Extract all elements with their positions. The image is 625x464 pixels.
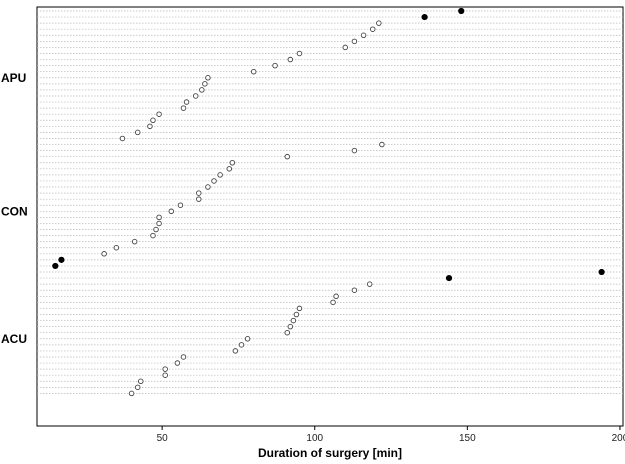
data-point — [177, 202, 184, 208]
outlier-point — [52, 262, 59, 270]
data-point — [250, 68, 257, 75]
group-label-apu: APU — [1, 71, 26, 85]
data-point — [217, 172, 223, 178]
data-point — [205, 184, 211, 190]
data-point — [287, 56, 294, 63]
data-point — [369, 26, 376, 32]
data-point — [229, 159, 236, 166]
data-point — [232, 348, 239, 354]
data-point — [342, 44, 349, 51]
data-point — [183, 99, 190, 105]
data-point — [284, 153, 291, 160]
data-point — [296, 305, 303, 312]
data-point — [192, 93, 199, 99]
data-point — [174, 360, 181, 366]
data-point — [226, 166, 233, 172]
data-point — [180, 105, 187, 111]
data-point — [202, 81, 208, 87]
data-point — [199, 87, 205, 93]
data-point — [366, 281, 373, 287]
data-point — [290, 317, 297, 324]
data-point — [287, 323, 294, 330]
data-point — [162, 366, 168, 372]
x-tick-label: 150 — [459, 433, 476, 444]
data-point — [150, 232, 156, 239]
x-axis-title: Duration of surgery [min] — [258, 446, 402, 460]
data-point — [284, 329, 291, 336]
data-point — [156, 214, 162, 221]
data-point — [351, 38, 358, 45]
data-point — [113, 244, 120, 251]
data-point — [168, 208, 175, 215]
data-point — [162, 372, 168, 378]
data-point — [119, 135, 126, 142]
data-point — [272, 62, 278, 69]
data-point — [351, 287, 358, 293]
data-point — [147, 123, 153, 130]
data-point — [238, 342, 245, 348]
data-point — [180, 354, 187, 360]
data-point — [296, 50, 303, 57]
data-point — [156, 220, 162, 227]
data-point — [138, 378, 144, 385]
outlier-point — [458, 7, 465, 15]
data-point — [196, 196, 202, 202]
data-point — [333, 293, 339, 300]
data-point — [128, 390, 135, 397]
data-point — [211, 178, 217, 184]
group-label-acu: ACU — [1, 332, 27, 346]
outlier-point — [421, 13, 428, 21]
plot-frame — [36, 6, 624, 427]
outlier-point — [598, 268, 605, 276]
data-point — [156, 111, 162, 117]
data-point — [153, 226, 159, 233]
group-labels: APU CON ACU — [1, 71, 28, 346]
data-point — [376, 20, 382, 26]
x-tick-label: 100 — [306, 433, 323, 444]
data-point — [293, 311, 300, 318]
data-point — [150, 117, 156, 124]
x-axis: 50 100 150 200 — [157, 426, 625, 444]
data-point — [196, 190, 202, 196]
data-point — [244, 336, 251, 342]
outlier-point — [445, 274, 453, 282]
data-point — [360, 32, 367, 39]
data-point — [379, 141, 385, 148]
outlier-point — [58, 256, 65, 263]
x-tick-label: 50 — [157, 433, 169, 444]
data-point — [205, 75, 211, 81]
data-point — [131, 238, 138, 245]
data-point — [134, 384, 141, 391]
data-point — [101, 251, 107, 257]
data-point — [330, 299, 336, 306]
group-label-con: CON — [1, 204, 28, 218]
data-points — [52, 7, 605, 397]
data-point — [134, 129, 141, 136]
x-tick-label: 200 — [612, 433, 625, 444]
data-point — [351, 147, 358, 154]
